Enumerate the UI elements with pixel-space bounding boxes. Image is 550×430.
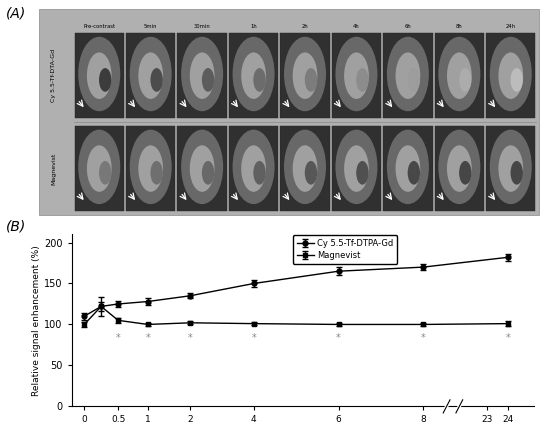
Bar	[75, 34, 124, 118]
Ellipse shape	[151, 161, 163, 184]
Text: (B): (B)	[6, 219, 26, 233]
Text: *: *	[505, 333, 510, 344]
Ellipse shape	[510, 68, 523, 92]
Ellipse shape	[99, 68, 111, 92]
Y-axis label: Relative signal enhancement (%): Relative signal enhancement (%)	[32, 245, 41, 396]
Ellipse shape	[151, 68, 163, 92]
Ellipse shape	[490, 37, 532, 111]
Bar	[75, 126, 124, 211]
Bar	[486, 34, 536, 118]
Ellipse shape	[510, 161, 523, 184]
Bar	[229, 34, 278, 118]
Text: 4h: 4h	[353, 24, 360, 29]
Ellipse shape	[284, 37, 326, 111]
Ellipse shape	[305, 68, 317, 92]
Ellipse shape	[490, 129, 532, 204]
Bar	[280, 34, 330, 118]
Ellipse shape	[241, 145, 266, 192]
Text: 5min: 5min	[144, 24, 157, 29]
Ellipse shape	[190, 52, 214, 99]
Ellipse shape	[202, 68, 214, 92]
Text: 30min: 30min	[194, 24, 211, 29]
Ellipse shape	[139, 145, 163, 192]
Ellipse shape	[459, 68, 471, 92]
Bar	[434, 126, 484, 211]
Ellipse shape	[356, 161, 369, 184]
Text: Pre-contrast: Pre-contrast	[83, 24, 116, 29]
Text: Cy 5.5-Tf-DTA-Gd: Cy 5.5-Tf-DTA-Gd	[51, 49, 56, 102]
Text: 24h: 24h	[505, 24, 516, 29]
Ellipse shape	[408, 161, 420, 184]
Text: *: *	[336, 333, 341, 344]
Text: *: *	[421, 333, 426, 344]
Ellipse shape	[284, 129, 326, 204]
Ellipse shape	[498, 145, 523, 192]
Legend: Cy 5.5-Tf-DTPA-Gd, Magnevist: Cy 5.5-Tf-DTPA-Gd, Magnevist	[293, 235, 398, 264]
Bar	[332, 34, 381, 118]
Ellipse shape	[438, 37, 480, 111]
Ellipse shape	[293, 52, 317, 99]
Bar	[126, 34, 175, 118]
Bar	[178, 34, 227, 118]
Text: *: *	[188, 333, 192, 344]
Ellipse shape	[344, 52, 369, 99]
Bar	[280, 126, 330, 211]
Ellipse shape	[344, 145, 369, 192]
Bar	[178, 126, 227, 211]
Bar	[332, 126, 381, 211]
Ellipse shape	[130, 37, 172, 111]
Text: (A): (A)	[6, 6, 26, 21]
Ellipse shape	[459, 161, 471, 184]
Ellipse shape	[447, 52, 472, 99]
Text: *: *	[116, 333, 120, 344]
Ellipse shape	[254, 161, 266, 184]
Ellipse shape	[202, 161, 214, 184]
Ellipse shape	[130, 129, 172, 204]
Ellipse shape	[78, 37, 120, 111]
Bar	[383, 34, 433, 118]
Ellipse shape	[233, 37, 274, 111]
Ellipse shape	[438, 129, 480, 204]
Ellipse shape	[498, 52, 523, 99]
Ellipse shape	[395, 52, 420, 99]
Ellipse shape	[78, 129, 120, 204]
Ellipse shape	[305, 161, 317, 184]
Text: *: *	[251, 333, 256, 344]
Ellipse shape	[395, 145, 420, 192]
Ellipse shape	[336, 129, 377, 204]
Bar	[126, 126, 175, 211]
Ellipse shape	[181, 129, 223, 204]
Ellipse shape	[181, 37, 223, 111]
Ellipse shape	[387, 129, 429, 204]
Bar	[486, 126, 536, 211]
Ellipse shape	[387, 37, 429, 111]
Ellipse shape	[447, 145, 472, 192]
Text: 2h: 2h	[301, 24, 309, 29]
Ellipse shape	[233, 129, 274, 204]
Ellipse shape	[87, 145, 112, 192]
Ellipse shape	[241, 52, 266, 99]
Ellipse shape	[190, 145, 214, 192]
Ellipse shape	[87, 52, 112, 99]
Ellipse shape	[293, 145, 317, 192]
Bar	[229, 126, 278, 211]
Ellipse shape	[254, 68, 266, 92]
Text: 8h: 8h	[456, 24, 463, 29]
Text: 6h: 6h	[404, 24, 411, 29]
Ellipse shape	[336, 37, 377, 111]
Ellipse shape	[99, 161, 111, 184]
Bar	[434, 34, 484, 118]
Text: Magnevist: Magnevist	[51, 152, 56, 185]
Text: *: *	[145, 333, 150, 344]
Ellipse shape	[408, 68, 420, 92]
Bar	[383, 126, 433, 211]
Text: 1h: 1h	[250, 24, 257, 29]
Ellipse shape	[356, 68, 369, 92]
Ellipse shape	[139, 52, 163, 99]
